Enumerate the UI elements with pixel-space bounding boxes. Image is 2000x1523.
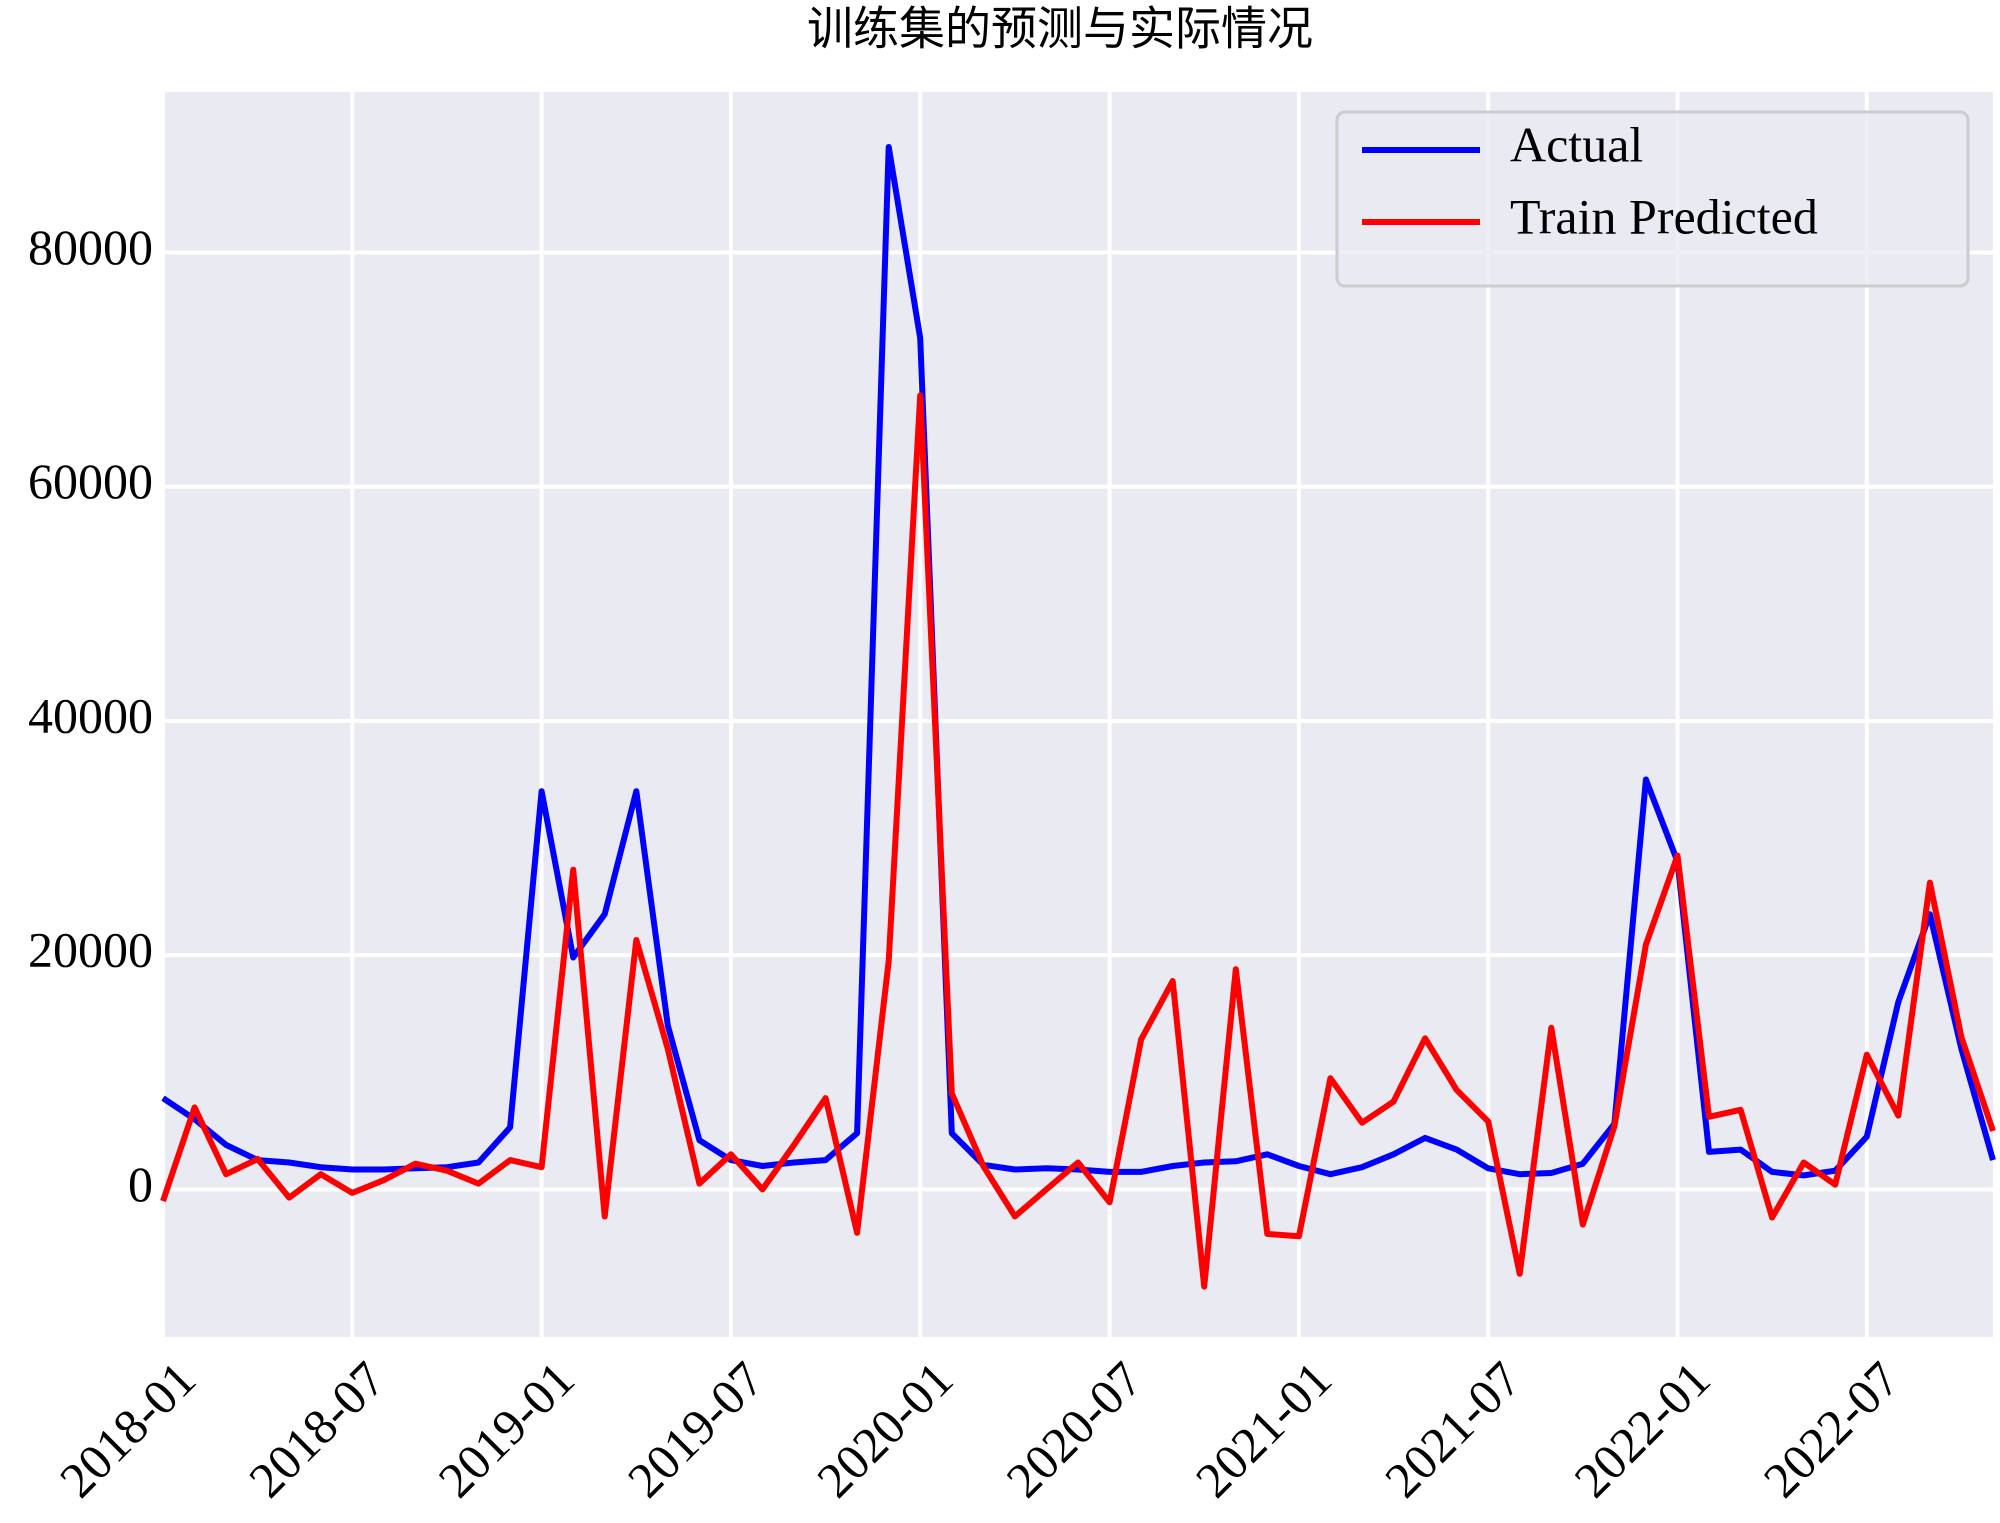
- lines: [160, 144, 1996, 1290]
- x-tick-label: 2022-07: [1753, 1351, 1910, 1508]
- x-tick-label: 2020-01: [806, 1351, 963, 1508]
- series-line: [160, 392, 1996, 1290]
- y-tick-label: 60000: [28, 453, 153, 509]
- x-tick-label: 2018-07: [238, 1351, 395, 1508]
- y-tick-label: 40000: [28, 687, 153, 743]
- y-tick-label: 0: [128, 1156, 153, 1212]
- legend-label: Train Predicted: [1510, 188, 1818, 244]
- y-tick-label: 80000: [28, 219, 153, 275]
- x-tick-label: 2019-01: [427, 1351, 584, 1508]
- x-tick-label: 2019-07: [617, 1351, 774, 1508]
- x-tick-label: 2021-07: [1374, 1351, 1531, 1508]
- x-tick-label: 2022-01: [1563, 1351, 1720, 1508]
- legend: Actual Train Predicted: [1335, 110, 1970, 288]
- grid: [161, 92, 1993, 1337]
- legend-label: Actual: [1510, 116, 1643, 172]
- plot-area: [163, 92, 1993, 1337]
- x-tick-label: 2018-01: [49, 1351, 206, 1508]
- y-tick-label: 20000: [28, 922, 153, 978]
- chart-title: 训练集的预测与实际情况: [807, 2, 1313, 56]
- legend-box: [1335, 110, 1970, 288]
- x-tick-label: 2021-01: [1185, 1351, 1342, 1508]
- x-tick-label: 2020-07: [995, 1351, 1152, 1508]
